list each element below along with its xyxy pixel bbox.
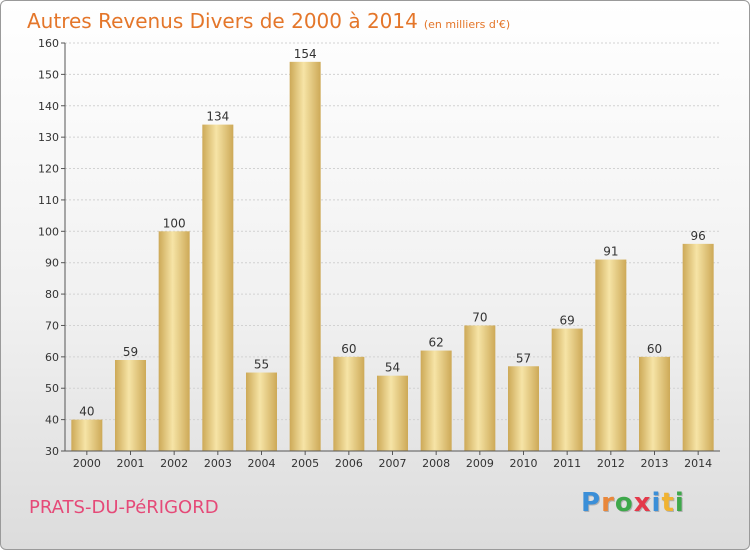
bar [595,259,627,451]
bar [333,356,365,451]
x-tick-label: 2012 [597,457,625,470]
bar [420,350,452,451]
data-label: 154 [294,47,317,61]
y-tick-label: 80 [45,288,59,301]
logo-letter: x [633,488,652,518]
x-tick-label: 2014 [684,457,712,470]
logo-letter: i [651,488,662,518]
data-label: 62 [429,336,444,350]
bar [682,243,714,451]
y-tick-label: 60 [45,351,59,364]
y-tick-label: 90 [45,257,59,270]
data-label: 70 [472,310,487,324]
data-label: 54 [385,361,400,375]
y-tick-label: 70 [45,319,59,332]
x-tick-label: 2009 [466,457,494,470]
commune-name: PRATS-DU-PéRIGORD [29,497,219,518]
logo-letter: t [661,488,675,518]
x-tick-label: 2008 [422,457,450,470]
bar [464,325,496,451]
x-tick-label: 2007 [379,457,407,470]
axes [61,42,720,455]
bars [71,61,714,451]
y-tick-label: 40 [45,414,59,427]
y-tick-label: 140 [38,100,59,113]
y-tick-label: 30 [45,445,59,458]
chart-title-unit: (en milliers d'€) [423,18,511,31]
bar [158,231,190,451]
data-label: 91 [603,245,618,259]
bar [289,61,321,451]
y-tick-label: 100 [38,225,59,238]
labels: 30 40 50 60 70 80 90 100 110 120 130 140 150 160 2000 4… [38,37,712,470]
logo-letter: r [601,488,615,518]
bar [508,366,539,451]
data-label: 69 [560,314,575,328]
bar [202,124,234,451]
data-label: 60 [647,342,662,356]
x-tick-label: 2000 [73,457,101,470]
x-tick-label: 2001 [117,457,145,470]
bar [551,328,583,451]
logo-letter: o [614,488,634,518]
bar [71,419,103,451]
y-tick-label: 130 [38,131,59,144]
logo-letter: i [674,488,685,518]
x-tick-label: 2013 [641,457,669,470]
bar [115,359,146,451]
data-label: 55 [254,358,269,372]
y-tick-label: 50 [45,382,59,395]
x-tick-label: 2010 [510,457,538,470]
logo-letter: P [581,488,602,518]
x-tick-label: 2002 [160,457,188,470]
y-tick-label: 110 [38,194,59,207]
x-tick-label: 2004 [248,457,276,470]
proxiti-logo[interactable]: Proxiti [581,488,685,518]
x-tick-label: 2006 [335,457,363,470]
x-tick-label: 2003 [204,457,232,470]
data-label: 100 [163,216,186,230]
x-tick-label: 2011 [553,457,581,470]
data-label: 59 [123,345,138,359]
data-label: 60 [341,342,356,356]
data-label: 57 [516,351,531,365]
bar [246,372,277,451]
chart-title: Autres Revenus Divers de 2000 à 2014 (en … [27,9,510,33]
y-tick-label: 120 [38,163,59,176]
y-tick-label: 160 [38,37,59,50]
bar [639,356,670,451]
bar [377,375,408,451]
chart-title-main: Autres Revenus Divers de 2000 à 2014 [27,9,418,33]
data-label: 134 [206,110,229,124]
x-tick-label: 2005 [291,457,319,470]
data-label: 96 [691,229,706,243]
y-tick-label: 150 [38,68,59,81]
data-label: 40 [79,405,94,419]
